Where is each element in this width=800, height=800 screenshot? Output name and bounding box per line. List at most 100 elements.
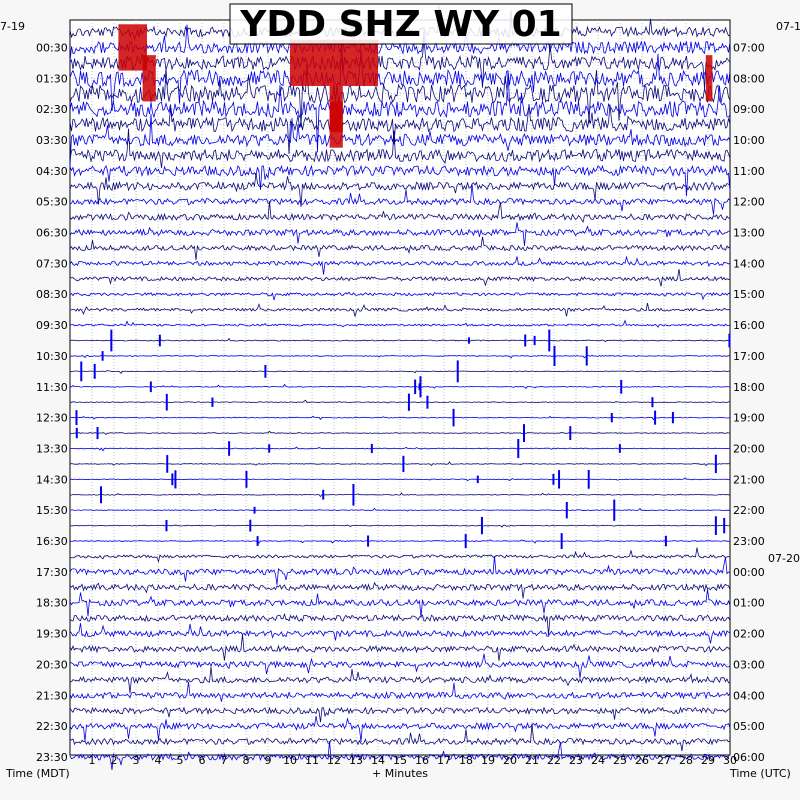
clipped-event (290, 39, 378, 86)
trace-line (69, 354, 731, 359)
x-tick-label: 24 (591, 754, 605, 767)
x-tick-label: 11 (305, 754, 319, 767)
x-tick-label: 19 (481, 754, 495, 767)
clipped-event (118, 24, 147, 71)
trace-line (69, 113, 731, 167)
right-time-label: 13:00 (733, 227, 765, 240)
trace-line (69, 461, 731, 467)
x-tick-label: 17 (437, 754, 451, 767)
left-time-label: 20:30 (36, 658, 68, 671)
trace-line (69, 430, 731, 436)
trace-line (69, 741, 731, 770)
trace-line (69, 706, 731, 723)
date-right: 07-1 (776, 20, 800, 33)
date-left: 7-19 (0, 20, 25, 33)
trace-line (69, 399, 731, 404)
right-time-label: 20:00 (733, 442, 765, 455)
trace-line (69, 415, 731, 421)
x-tick-label: 3 (133, 754, 140, 767)
trace-line (69, 539, 731, 544)
right-time-label: 03:00 (733, 658, 765, 671)
right-time-label: 02:00 (733, 628, 765, 641)
left-time-label: 06:30 (36, 227, 68, 240)
left-time-label: 19:30 (36, 628, 68, 641)
trace-line (69, 172, 731, 208)
x-tick-label: 2 (111, 754, 118, 767)
trace-line (69, 303, 731, 317)
right-time-label: 01:00 (733, 597, 765, 610)
left-time-label: 05:30 (36, 196, 68, 209)
trace-line (70, 507, 731, 512)
trace-line (69, 477, 731, 482)
left-time-label: 03:30 (36, 134, 68, 147)
left-time-label: 13:30 (36, 442, 68, 455)
trace-line (69, 581, 731, 599)
left-time-label: 11:30 (36, 381, 68, 394)
right-time-label: 19:00 (733, 412, 765, 425)
x-axis-label: + Minutes (372, 767, 428, 780)
x-tick-label: 1 (89, 754, 96, 767)
trace-line (69, 64, 731, 128)
trace-line (69, 623, 731, 644)
left-time-label: 18:30 (36, 597, 68, 610)
x-tick-label: 20 (503, 754, 517, 767)
trace-line (69, 183, 731, 215)
trace-line (69, 492, 731, 498)
trace-line (69, 653, 731, 679)
trace-line (69, 164, 731, 197)
trace-line (69, 589, 731, 618)
right-axis-label: Time (UTC) (729, 767, 791, 780)
right-time-label: 16:00 (733, 319, 765, 332)
clipped-event (142, 55, 156, 102)
left-time-label: 17:30 (36, 566, 68, 579)
left-axis-label: Time (MDT) (5, 767, 70, 780)
trace-line (69, 201, 731, 224)
left-time-label: 23:30 (36, 751, 68, 764)
right-time-label: 15:00 (733, 288, 765, 301)
left-time-label: 15:30 (36, 504, 68, 517)
trace-line (69, 681, 731, 702)
right-time-label: 11:00 (733, 165, 765, 178)
x-tick-label: 25 (613, 754, 627, 767)
x-tick-label: 7 (221, 754, 228, 767)
x-tick-label: 9 (265, 754, 272, 767)
x-tick-label: 21 (525, 754, 539, 767)
right-time-label: 21:00 (733, 473, 765, 486)
x-tick-labels: 1 2 3 4 5 6 7 8 9 10 11 12 13 14 15 16 17 18 19 20 21 22 23 24 2… (89, 754, 738, 767)
trace-line (69, 556, 731, 585)
x-tick-label: 12 (327, 754, 341, 767)
trace-line (69, 612, 731, 636)
trace-line (69, 337, 731, 343)
right-time-label: 23:00 (733, 535, 765, 548)
trace-line (69, 103, 731, 155)
left-time-label: 00:30 (36, 41, 68, 54)
right-time-label: 00:00 (733, 566, 765, 579)
x-tick-label: 15 (393, 754, 407, 767)
trace-line (69, 71, 731, 153)
x-tick-label: 29 (701, 754, 715, 767)
right-time-label: 08:00 (733, 72, 765, 85)
right-time-label: 18:00 (733, 381, 765, 394)
trace-line (69, 634, 731, 661)
left-time-label: 04:30 (36, 165, 68, 178)
x-tick-label: 13 (349, 754, 363, 767)
x-tick-label: 18 (459, 754, 473, 767)
x-tick-label: 30 (723, 754, 737, 767)
x-tick-label: 14 (371, 754, 385, 767)
left-time-label: 14:30 (36, 473, 68, 486)
trace-line (69, 716, 731, 742)
trace-line (69, 666, 730, 694)
trace-line (69, 40, 731, 111)
left-time-label: 08:30 (36, 288, 68, 301)
right-time-label: 22:00 (733, 504, 765, 517)
trace-line (69, 319, 731, 328)
right-time-label: 05:00 (733, 720, 765, 733)
left-time-label: 16:30 (36, 535, 68, 548)
right-time-label: 17:00 (733, 350, 765, 363)
right-time-label: 14:00 (733, 257, 765, 270)
trace-line (69, 291, 731, 301)
left-time-label: 01:30 (36, 72, 68, 85)
x-tick-label: 4 (155, 754, 162, 767)
trace-line (69, 236, 731, 261)
